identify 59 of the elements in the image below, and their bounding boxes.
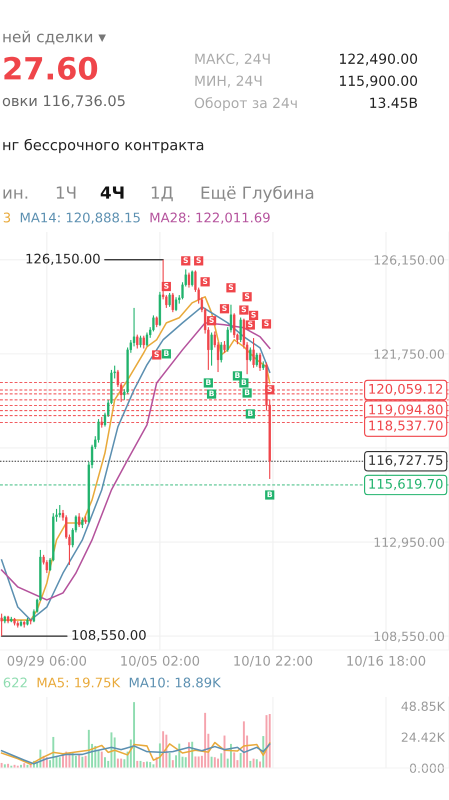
- y-tick-label: 24.42K: [402, 732, 446, 742]
- text: 622: [4, 678, 27, 688]
- text: MA14: 120,888.15: [20, 212, 140, 224]
- text: ин.: [4, 189, 28, 199]
- candlestick: [258, 352, 262, 372]
- candlestick: [58, 504, 61, 518]
- x-tick-label: 09/29 06:00: [8, 656, 86, 667]
- candlestick: [239, 316, 242, 343]
- text: 1Д: [152, 186, 173, 202]
- candlestick: [249, 346, 252, 362]
- text: 115,900.00: [340, 76, 418, 88]
- candlestick: [139, 335, 142, 348]
- annotation: 108,550.00: [72, 630, 146, 642]
- text: Ещё Глубина: [202, 186, 314, 202]
- candlestick: [188, 272, 190, 288]
- text: 13.45B: [370, 98, 418, 108]
- candlestick: [155, 316, 158, 328]
- y-tick-label: 121,750.00: [374, 349, 444, 360]
- annotation: 126,150.00: [26, 254, 100, 265]
- candlestick: [220, 342, 222, 363]
- y-tick-label: 108,550.00: [374, 632, 444, 642]
- candlestick: [78, 512, 80, 528]
- text: 4Ч: [100, 186, 124, 199]
- x-tick-label: 10/16 18:00: [347, 656, 426, 667]
- candlestick: [252, 337, 255, 368]
- candlestick: [81, 516, 84, 529]
- text: MA28: 122,011.69: [150, 212, 270, 224]
- text: MA10: 18.89K: [130, 678, 222, 688]
- candlestick: [256, 352, 258, 368]
- y-tick-label: 126,150.00: [374, 255, 444, 266]
- text: 1Ч: [56, 186, 76, 199]
- candlestick: [168, 292, 171, 308]
- text: нг бессрочного контракта: [3, 138, 204, 154]
- text: 3: [4, 212, 10, 222]
- y-tick-label: 48.85K: [401, 702, 446, 711]
- candlestick: [142, 335, 145, 350]
- candlestick: [191, 270, 194, 288]
- candlestick: [0, 613, 3, 637]
- x-tick-label: 10/10 22:00: [234, 656, 312, 667]
- ref-line-label: 116,727.75: [369, 455, 442, 466]
- x-tick-label: 10/05 02:00: [121, 656, 200, 667]
- text: ней сделки ▾: [3, 30, 106, 44]
- y-tick-label: 112,950.00: [374, 537, 444, 548]
- text: 27.60: [4, 56, 98, 80]
- candlestick: [223, 340, 226, 354]
- ref-line-label: 120,059.12: [369, 384, 442, 396]
- candlestick: [136, 334, 138, 350]
- ref-line-label: 119,094.80: [369, 404, 443, 416]
- text: Оборот за 24ч: [194, 97, 297, 111]
- candlestick: [172, 292, 174, 313]
- text: 122,490.00: [340, 54, 418, 66]
- text: МИН, 24Ч: [195, 76, 262, 88]
- text: МАКС, 24Ч: [195, 54, 270, 66]
- candlestick: [174, 296, 178, 312]
- ref-line-label: 115,619.70: [369, 478, 443, 490]
- text: MA5: 19.75K: [38, 678, 120, 688]
- text: овки 116,736.05: [2, 95, 125, 108]
- ref-line-label: 118,537.70: [369, 420, 443, 432]
- candlestick: [210, 332, 213, 366]
